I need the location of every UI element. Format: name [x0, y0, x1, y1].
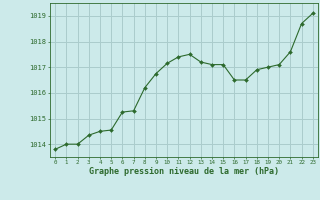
X-axis label: Graphe pression niveau de la mer (hPa): Graphe pression niveau de la mer (hPa)	[89, 167, 279, 176]
